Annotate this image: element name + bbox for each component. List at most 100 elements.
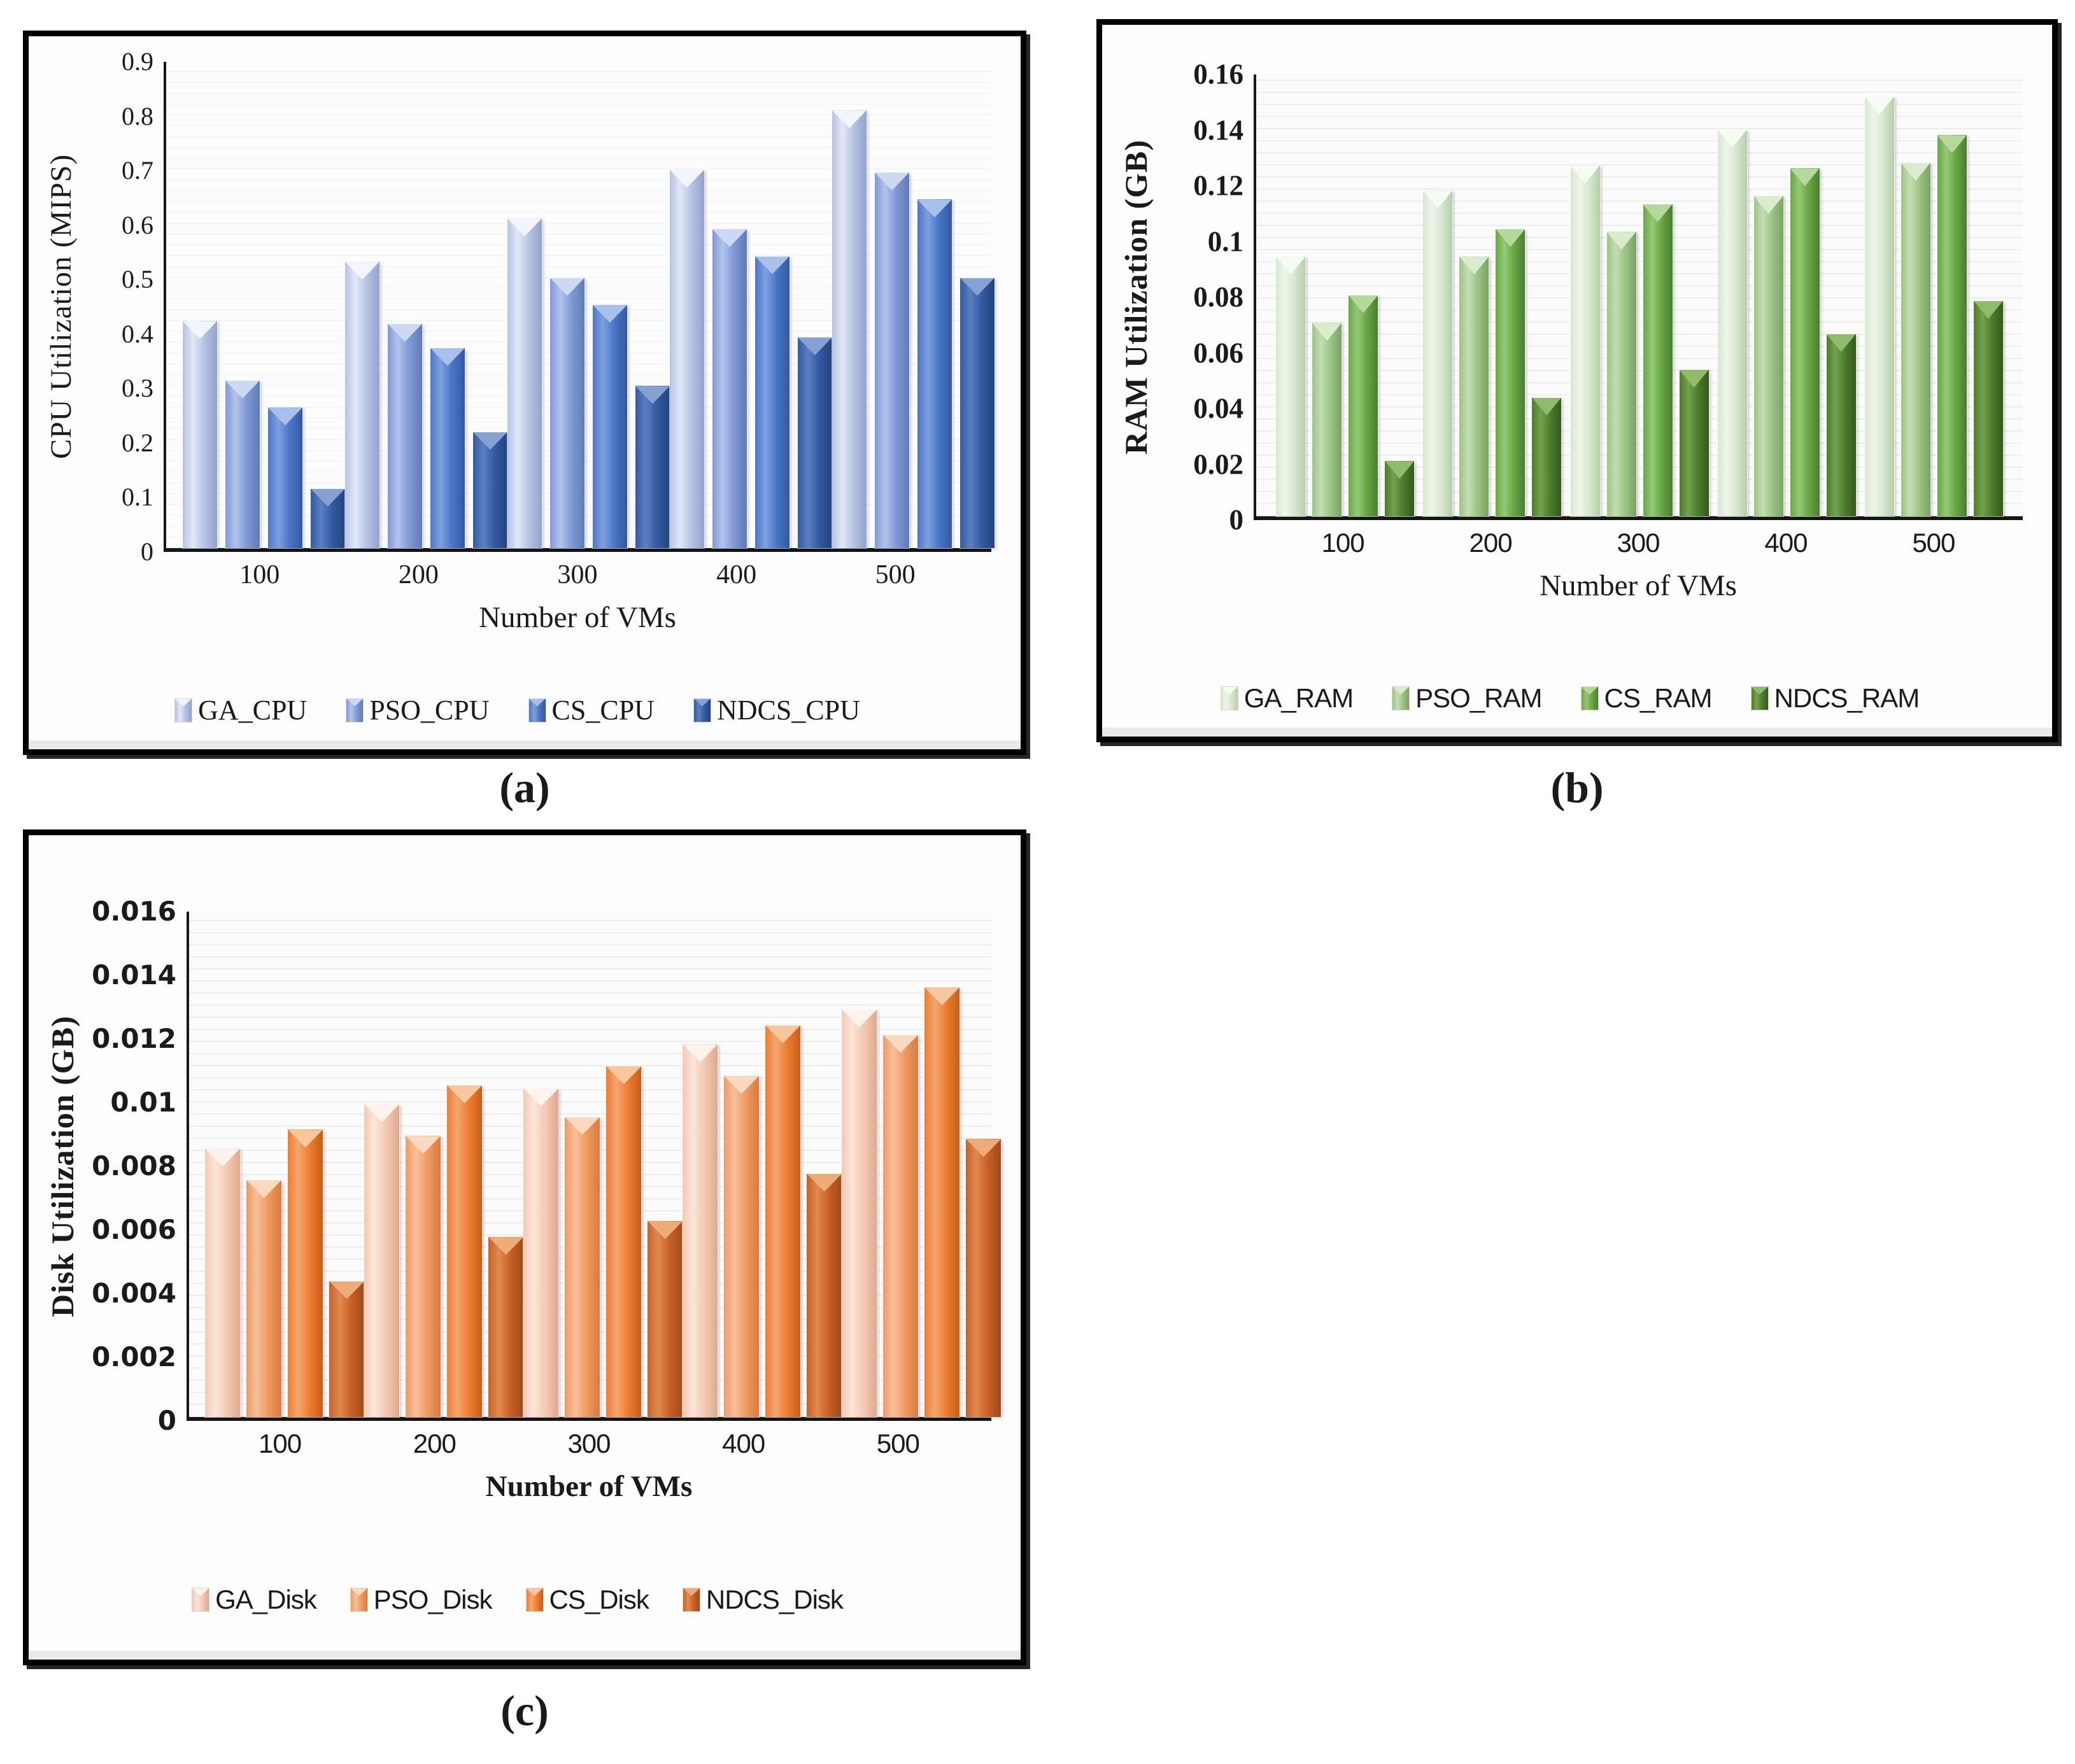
bar-NDCS_Disk-200	[488, 1237, 524, 1417]
legend-item-GA_Disk: GA_Disk	[192, 1584, 317, 1615]
bar-CS_CPU-500	[917, 199, 952, 548]
x-tick-label: 400	[716, 560, 757, 589]
legend-swatch-icon	[528, 698, 546, 722]
bar-PSO_CPU-300	[549, 278, 584, 548]
bar-GA_RAM-500	[1864, 96, 1894, 516]
y-tick-label: 0.006	[92, 1214, 176, 1245]
bar-PSO_Disk-200	[406, 1136, 441, 1417]
bar-NDCS_RAM-100	[1385, 461, 1415, 516]
bar-CS_Disk-300	[606, 1066, 642, 1417]
bar-GA_Disk-200	[364, 1104, 400, 1417]
bar-group-500	[842, 912, 1002, 1417]
y-axis-title: Disk Utilization (GB)	[45, 1015, 80, 1317]
legend-item-GA_CPU: GA_CPU	[175, 694, 307, 726]
y-tick-label: 0.08	[1193, 281, 1243, 313]
bar-CS_RAM-200	[1496, 229, 1526, 516]
x-axis-title: Number of VMs	[479, 601, 676, 634]
legend-item-NDCS_CPU: NDCS_CPU	[693, 694, 860, 726]
legend-swatch-icon	[1221, 687, 1238, 710]
bar-group-300	[507, 62, 670, 548]
y-axis-title: RAM Utilization (GB)	[1118, 139, 1154, 455]
legend-swatch-icon	[1581, 687, 1598, 710]
bar-PSO_RAM-400	[1753, 195, 1783, 516]
y-tick-label: 0.7	[122, 156, 153, 185]
bar-group-100	[1271, 74, 1419, 516]
bar-group-400	[1713, 74, 1860, 516]
bar-PSO_CPU-200	[387, 323, 422, 548]
x-tick-label: 300	[567, 1429, 611, 1458]
legend: GA_Disk PSO_Disk CS_Disk NDCS_Disk	[44, 1584, 991, 1615]
x-axis-ticks: 100 200 300 400 500	[164, 560, 991, 590]
x-tick-label: 200	[413, 1429, 457, 1458]
y-tick-label: 0.6	[122, 210, 153, 239]
bar-CS_CPU-400	[754, 256, 790, 548]
y-tick-label: 0.16	[1193, 58, 1243, 90]
bar-PSO_CPU-100	[225, 380, 260, 548]
bar-group-500	[1860, 74, 2008, 516]
bar-CS_CPU-300	[592, 305, 627, 548]
legend-label: PSO_Disk	[373, 1584, 493, 1614]
bar-NDCS_RAM-400	[1826, 334, 1856, 516]
y-tick-label: 0.004	[92, 1278, 176, 1309]
bar-CS_RAM-300	[1643, 204, 1673, 516]
x-tick-label: 400	[722, 1429, 765, 1458]
disk-chart: Disk Utilization (GB) 0 0.002 0.004 0.006 0.…	[29, 835, 1021, 1660]
bar-CS_Disk-100	[288, 1129, 323, 1417]
bar-group-500	[832, 62, 995, 548]
bar-GA_Disk-400	[683, 1044, 718, 1417]
bar-NDCS_RAM-200	[1532, 397, 1562, 516]
legend-label: GA_CPU	[198, 695, 308, 726]
bar-NDCS_CPU-100	[310, 488, 345, 548]
x-axis-ticks: 100 200 300 400 500	[1254, 528, 2023, 558]
bar-CS_Disk-400	[765, 1025, 801, 1417]
legend-item-NDCS_RAM: NDCS_RAM	[1751, 683, 1920, 714]
bar-GA_CPU-100	[182, 321, 217, 548]
disk-utilization-chart-panel: Disk Utilization (GB) 0 0.002 0.004 0.006 0.…	[23, 829, 1026, 1665]
bar-NDCS_RAM-500	[1973, 300, 2003, 516]
y-tick-label: 0.8	[122, 101, 153, 131]
bar-group-100	[205, 912, 365, 1417]
bar-NDCS_CPU-400	[797, 337, 832, 548]
ram-chart: RAM Utilization (GB) 0 0.02 0.04 0.06 0.08 0.…	[1102, 25, 2052, 737]
x-axis-ticks: 100 200 300 400 500	[187, 1429, 991, 1459]
x-tick-label: 100	[1321, 528, 1365, 558]
y-tick-label: 0.002	[92, 1341, 176, 1372]
y-tick-label: 0.06	[1193, 337, 1243, 369]
legend-label: NDCS_RAM	[1774, 683, 1920, 713]
bar-GA_Disk-300	[523, 1088, 559, 1417]
bar-GA_CPU-200	[344, 262, 379, 548]
legend-item-PSO_RAM: PSO_RAM	[1392, 683, 1543, 714]
legend-label: CS_Disk	[549, 1584, 649, 1614]
legend-label: NDCS_Disk	[705, 1584, 844, 1614]
bar-group-400	[669, 62, 832, 548]
bar-PSO_RAM-300	[1606, 232, 1636, 516]
y-tick-label: 0.016	[92, 896, 176, 927]
legend-item-CS_RAM: CS_RAM	[1581, 683, 1713, 714]
legend-swatch-icon	[192, 1588, 209, 1611]
bar-group-200	[364, 912, 524, 1417]
bar-NDCS_CPU-200	[472, 432, 507, 548]
y-tick-label: 0.14	[1193, 114, 1243, 146]
y-axis-ticks: 0 0.1 0.2 0.3 0.4 0.5 0.6 0.7 0.8 0.9	[82, 49, 164, 565]
y-tick-label: 0.1	[122, 483, 153, 512]
legend-item-CS_CPU: CS_CPU	[528, 694, 655, 726]
legend-swatch-icon	[1392, 687, 1410, 710]
y-tick-label: 0.2	[122, 428, 153, 457]
y-tick-label: 0.12	[1193, 169, 1243, 202]
cpu-utilization-chart-panel: CPU Utilization (MIPS) 0 0.1 0.2 0.3 0.4 0.5 0…	[23, 31, 1026, 755]
bar-CS_Disk-500	[924, 987, 960, 1417]
legend-label: CS_CPU	[551, 695, 655, 726]
bar-group-100	[182, 62, 345, 548]
bar-GA_RAM-100	[1276, 257, 1306, 516]
x-axis-title: Number of VMs	[1540, 569, 1737, 602]
legend-swatch-icon	[350, 1588, 367, 1611]
bar-PSO_Disk-500	[883, 1034, 919, 1417]
bar-CS_RAM-500	[1937, 135, 1967, 516]
bar-group-400	[683, 912, 842, 1417]
x-tick-label: 400	[1764, 528, 1808, 558]
y-tick-label: 0.008	[92, 1150, 176, 1182]
x-axis-title: Number of VMs	[485, 1470, 693, 1503]
legend-swatch-icon	[346, 698, 364, 722]
legend: GA_CPU PSO_CPU CS_CPU NDCS_CPU	[44, 694, 991, 726]
